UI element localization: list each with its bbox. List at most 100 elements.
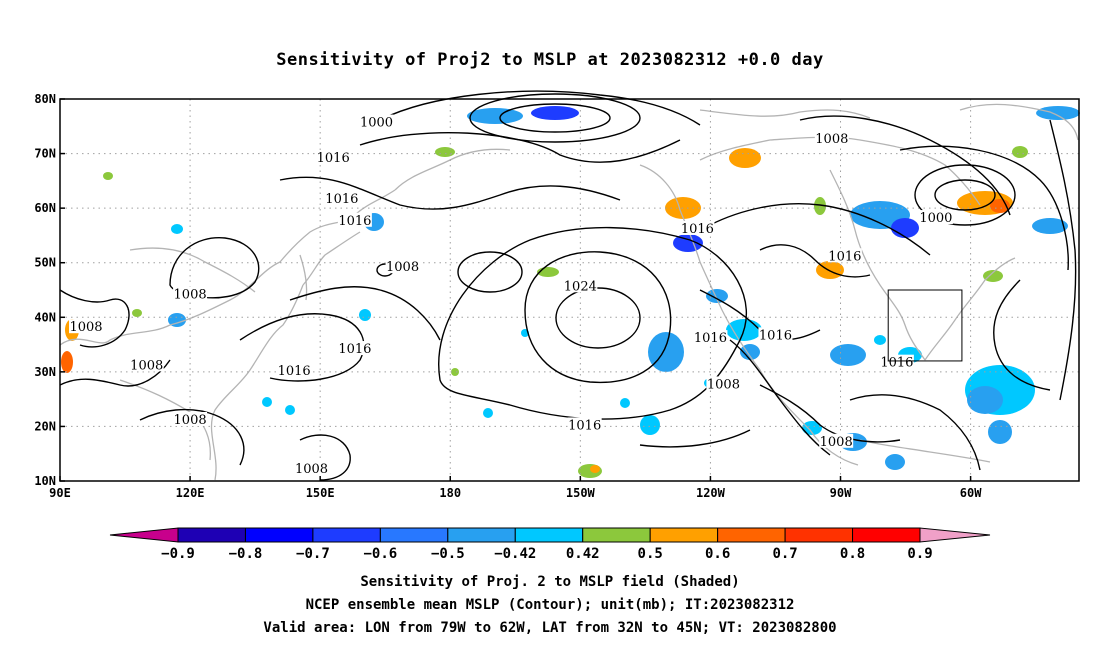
colorbar-segment — [312, 527, 381, 543]
mslp-contours — [59, 90, 1077, 481]
contour-label-bg — [819, 433, 854, 448]
contour-label: 1016 — [338, 342, 371, 357]
contour-label: 1016 — [338, 214, 371, 229]
coastlines — [59, 103, 1079, 481]
contour-label-bg — [814, 130, 849, 145]
colorbar-label: 0.9 — [907, 546, 932, 562]
contour-label: 1008 — [174, 413, 207, 428]
contour-label: 1000 — [360, 116, 393, 131]
colorbar-segment — [582, 527, 651, 543]
colorbar-label: −0.5 — [431, 546, 465, 562]
contour-label-bg — [69, 319, 104, 334]
sensitivity-patch — [531, 106, 579, 120]
sensitivity-patch — [706, 289, 728, 303]
contour-label: 1024 — [564, 279, 597, 294]
colorbar-segment — [852, 527, 921, 543]
contour-label-bg — [173, 286, 208, 301]
sensitivity-patch — [988, 420, 1012, 444]
lon-tick-label: 150E — [306, 486, 335, 500]
footer-line-3: Valid area: LON from 79W to 62W, LAT fro… — [263, 620, 837, 636]
sensitivity-patch — [359, 309, 371, 321]
sensitivity-patch — [885, 454, 905, 470]
sensitivity-patch — [640, 415, 660, 435]
contour-label: 1016 — [568, 418, 601, 433]
contour-labels: 1000 1016 1008 1016 1016 1016 1000 1016 1008 1008… — [69, 114, 953, 477]
lon-tick-label: 150W — [566, 486, 596, 500]
colorbar-segment — [784, 527, 854, 543]
lon-tick-label: 120W — [696, 486, 726, 500]
contour-label-bg — [337, 341, 372, 356]
contour-label-bg — [680, 220, 715, 235]
contour-label-bg — [827, 248, 862, 263]
contour-label: 1008 — [820, 435, 853, 450]
colorbar-label: 0.42 — [566, 546, 600, 562]
lon-tick-label: 180 — [439, 486, 461, 500]
contour-label: 1000 — [919, 211, 952, 226]
lat-tick-label: 10N — [34, 474, 56, 488]
lat-tick-label: 20N — [34, 419, 56, 433]
contour-label: 1016 — [880, 356, 913, 371]
lat-tick-label: 80N — [34, 92, 56, 106]
colorbar-segment — [717, 527, 786, 543]
lon-tick-label: 90E — [49, 486, 71, 500]
contour-label: 1008 — [295, 462, 328, 477]
lon-tick-label: 90W — [830, 486, 852, 500]
colorbar-label: −0.8 — [229, 546, 263, 562]
lat-tick-label: 50N — [34, 256, 56, 270]
contour-label-bg — [567, 417, 602, 432]
sensitivity-patch — [1032, 218, 1068, 234]
lon-tick-label: 60W — [960, 486, 982, 500]
sensitivity-patch — [61, 351, 73, 373]
sensitivity-patch — [874, 335, 886, 345]
contour-label: 1008 — [69, 320, 102, 335]
sensitivity-patch — [168, 313, 186, 327]
contour-label-bg — [918, 210, 953, 225]
colorbar-segment — [649, 527, 719, 543]
valid-area-box — [887, 289, 963, 362]
contour-label: 1016 — [759, 328, 792, 343]
contour-label-bg — [337, 212, 372, 227]
sensitivity-patch — [1012, 146, 1028, 158]
contour-label-bg — [758, 327, 793, 342]
sensitivity-patch — [802, 421, 822, 435]
lon-tick-label: 120E — [176, 486, 205, 500]
contour-label: 1016 — [694, 331, 727, 346]
lat-tick-label: 40N — [34, 310, 56, 324]
lat-tick-label: 70N — [34, 147, 56, 161]
contour-label-bg — [359, 114, 394, 129]
contour-label: 1008 — [815, 132, 848, 147]
colorbar-segment — [447, 527, 516, 543]
colorbar-low-end — [109, 527, 179, 543]
sensitivity-patch — [132, 309, 142, 317]
colorbar-high-end — [919, 527, 991, 543]
colorbar-label: 0.7 — [772, 546, 797, 562]
sensitivity-patch — [451, 368, 459, 376]
map-title: Sensitivity of Proj2 to MSLP at 20230823… — [276, 50, 824, 70]
sensitivity-patch — [285, 405, 295, 415]
sensitivity-patch — [648, 332, 684, 372]
sensitivity-patch — [729, 148, 761, 168]
contour-label-bg — [316, 150, 351, 165]
sensitivity-patch — [590, 465, 600, 473]
colorbar-label: −0.42 — [494, 546, 536, 562]
colorbar-label: 0.5 — [638, 546, 663, 562]
colorbar-segment — [514, 527, 584, 543]
footer-line-1: Sensitivity of Proj. 2 to MSLP field (Sh… — [360, 574, 740, 590]
contour-label: 1008 — [174, 287, 207, 302]
contour-label-bg — [706, 376, 741, 391]
colorbar-segment — [244, 527, 314, 543]
contour-label: 1016 — [325, 192, 358, 207]
colorbar-label: 0.6 — [705, 546, 730, 562]
contour-label-bg — [563, 278, 598, 293]
sensitivity-patch — [814, 197, 826, 215]
colorbar-label: −0.9 — [161, 546, 195, 562]
colorbar-label: 0.8 — [840, 546, 865, 562]
contour-label-bg — [129, 357, 164, 372]
contour-label: 1016 — [828, 249, 861, 264]
contour-label: 1008 — [386, 260, 419, 275]
sensitivity-patch — [1036, 106, 1080, 120]
sensitivity-patch — [483, 408, 493, 418]
contour-label-bg — [294, 461, 329, 476]
sensitivity-patch — [891, 218, 919, 238]
